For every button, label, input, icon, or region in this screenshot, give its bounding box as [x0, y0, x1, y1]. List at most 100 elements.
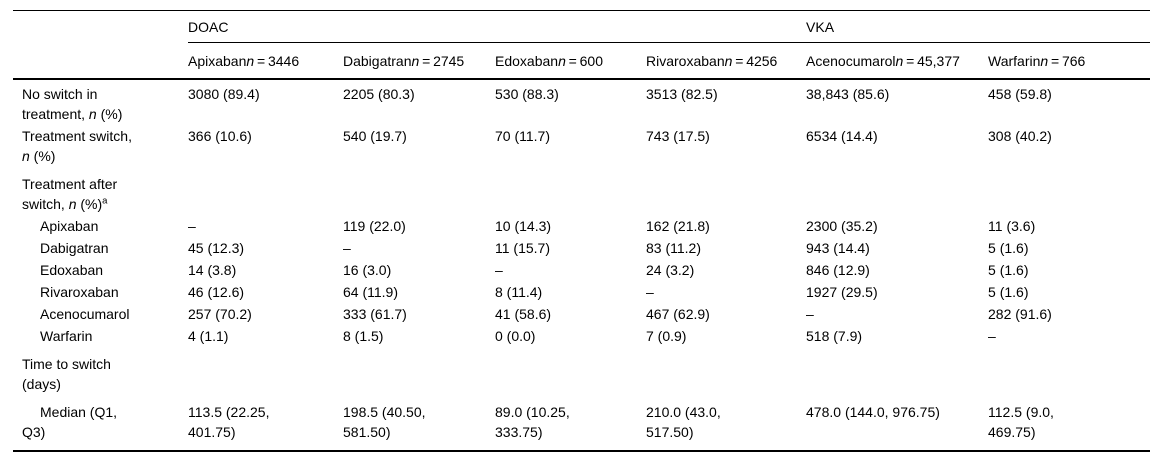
data-cell: 3080 (89.4) [188, 86, 260, 102]
data-cell [495, 167, 646, 215]
table-row-median-q1-q3: Median (Q1, Q3) 113.5 (22.25, 401.75) 198.5… [13, 395, 1151, 452]
table-row-after-switch-edoxaban: Edoxaban 14 (3.8) 16 (3.0) – 24 (3.2) 846 (12… [13, 259, 1150, 281]
data-cell: 64 (11.9) [343, 284, 398, 300]
row-label: Dabigatran [40, 240, 109, 256]
table-row-treatment-switch: Treatment switch, n (%) 366 (10.6) 540 (19.… [13, 125, 1150, 167]
table-row-after-switch-apixaban: Apixaban – 119 (22.0) 10 (14.3) 162 (21.8) 23… [13, 215, 1150, 237]
data-cell: 478.0 (144.0, 976.75) [806, 395, 989, 452]
table-row-after-switch-warfarin: Warfarin 4 (1.1) 8 (1.5) 0 (0.0) 7 (0.9) 518 … [13, 325, 1150, 347]
data-cell [806, 167, 988, 215]
data-cell: 113.5 (22.25, 401.75) [188, 395, 343, 452]
column-header-apixaban: Apixabann = 3446 [188, 42, 343, 80]
data-cell: 8 (1.5) [343, 328, 384, 344]
data-cell: 38,843 (85.6) [806, 86, 890, 102]
data-cell: 1927 (29.5) [806, 284, 878, 300]
data-cell: 46 (12.6) [188, 284, 245, 300]
column-header-edoxaban: Edoxabann = 600 [495, 42, 646, 80]
row-label: Acenocumarol [40, 306, 130, 322]
data-cell: 467 (62.9) [646, 306, 710, 322]
data-cell: – [343, 240, 351, 256]
data-cell: 89.0 (10.25, 333.75) [495, 395, 646, 452]
data-cell: 333 (61.7) [343, 306, 407, 322]
group-header-row: DOAC VKA [13, 10, 1151, 43]
column-header-warfarin: Warfarinn = 766 [988, 42, 1151, 80]
data-cell: 83 (11.2) [646, 240, 701, 256]
group-header-vka: VKA [806, 10, 1151, 43]
column-header-row: Apixabann = 3446 Dabigatrann = 2745 Edoxab… [13, 42, 1151, 80]
table-row-no-switch-in-treatment: No switch in treatment, n (%) 3080 (89.4) 2… [13, 79, 1150, 125]
data-cell: – [495, 262, 503, 278]
data-cell: 366 (10.6) [188, 128, 252, 144]
row-label: Median (Q1, Q3) [13, 395, 188, 452]
data-cell: 2205 (80.3) [343, 86, 415, 102]
data-cell: 0 (0.0) [495, 328, 536, 344]
data-cell [188, 347, 343, 395]
data-cell: 119 (22.0) [343, 218, 406, 234]
data-cell [806, 347, 988, 395]
data-cell: 308 (40.2) [988, 128, 1052, 144]
data-cell: 5 (1.6) [988, 240, 1029, 256]
data-cell: 458 (59.8) [988, 86, 1052, 102]
data-cell: 743 (17.5) [646, 128, 710, 144]
table-row-after-switch-acenocumarol: Acenocumarol 257 (70.2) 333 (61.7) 41 (58.6… [13, 303, 1150, 325]
treatment-switch-table: DOAC VKA Apixabann = 3446 Dabigatrann = 2… [13, 10, 1151, 452]
data-cell [988, 167, 1150, 215]
column-header-acenocumarol: Acenocumaroln = 45,377 [806, 42, 989, 80]
data-cell: 70 (11.7) [495, 128, 550, 144]
row-label: No switch in treatment, n (%) [22, 86, 123, 122]
data-cell: 518 (7.9) [806, 328, 863, 344]
row-label: Apixaban [40, 218, 99, 234]
data-cell: 3513 (82.5) [646, 86, 718, 102]
data-cell: 257 (70.2) [188, 306, 252, 322]
data-cell [343, 347, 495, 395]
data-cell: 41 (58.6) [495, 306, 552, 322]
data-cell: 14 (3.8) [188, 262, 237, 278]
data-cell: 11 (15.7) [495, 240, 550, 256]
group-header-empty-cell [13, 11, 188, 43]
data-cell: 162 (21.8) [646, 218, 710, 234]
column-header-rivaroxaban: Rivaroxabann = 4256 [646, 42, 807, 80]
data-cell: – [806, 306, 814, 322]
data-cell [343, 167, 495, 215]
group-header-doac: DOAC [188, 10, 807, 43]
data-cell: 846 (12.9) [806, 262, 870, 278]
data-cell: 198.5 (40.50, 581.50) [343, 395, 495, 452]
table-row-treatment-after-switch: Treatment after switch, n (%)a [13, 167, 1150, 215]
row-label: Rivaroxaban [40, 284, 119, 300]
data-cell [495, 347, 646, 395]
row-label: Treatment switch, n (%) [22, 128, 132, 164]
table-row-after-switch-dabigatran: Dabigatran 45 (12.3) – 11 (15.7) 83 (11.2) 94… [13, 237, 1150, 259]
data-cell: 943 (14.4) [806, 240, 870, 256]
row-label: Time to switch (days) [22, 356, 111, 392]
data-cell: – [988, 328, 996, 344]
data-cell: 6534 (14.4) [806, 128, 878, 144]
row-label: Treatment after switch, n (%)a [22, 176, 118, 212]
data-cell: 4 (1.1) [188, 328, 229, 344]
row-label: Warfarin [40, 328, 93, 344]
data-cell [646, 347, 806, 395]
data-cell: 45 (12.3) [188, 240, 245, 256]
column-header-dabigatran: Dabigatrann = 2745 [343, 42, 495, 80]
page: DOAC VKA Apixabann = 3446 Dabigatrann = 2… [13, 10, 1151, 452]
data-cell: 8 (11.4) [495, 284, 543, 300]
data-cell: 540 (19.7) [343, 128, 407, 144]
data-cell: 11 (3.6) [988, 218, 1036, 234]
data-cell: 10 (14.3) [495, 218, 552, 234]
data-cell: 210.0 (43.0, 517.50) [646, 395, 807, 452]
data-cell: 112.5 (9.0, 469.75) [988, 395, 1151, 452]
table-body: No switch in treatment, n (%) 3080 (89.4) 2… [13, 79, 1151, 452]
data-cell [188, 167, 343, 215]
row-label: Edoxaban [40, 262, 104, 278]
data-cell: 2300 (35.2) [806, 218, 878, 234]
data-cell: 282 (91.6) [988, 306, 1052, 322]
data-cell: 7 (0.9) [646, 328, 687, 344]
data-cell: 24 (3.2) [646, 262, 695, 278]
data-cell: – [188, 218, 196, 234]
table-header: DOAC VKA Apixabann = 3446 Dabigatrann = 2… [13, 10, 1151, 80]
table-row-time-to-switch: Time to switch (days) [13, 347, 1150, 395]
data-cell: 5 (1.6) [988, 284, 1029, 300]
data-cell [988, 347, 1150, 395]
column-header-empty-cell [13, 42, 188, 80]
table-row-after-switch-rivaroxaban: Rivaroxaban 46 (12.6) 64 (11.9) 8 (11.4) – 19… [13, 281, 1150, 303]
data-cell: 5 (1.6) [988, 262, 1029, 278]
